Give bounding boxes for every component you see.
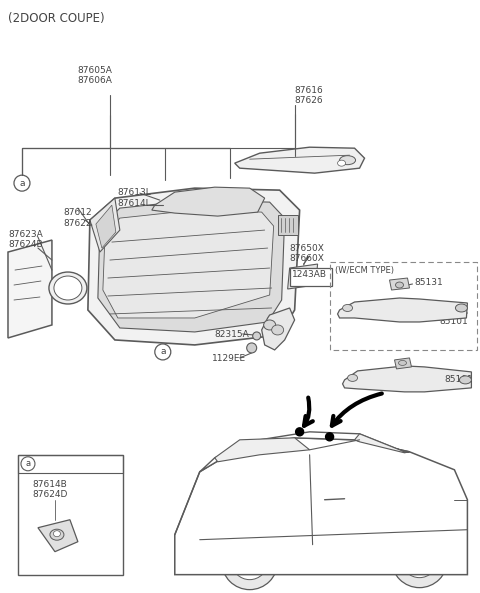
Ellipse shape bbox=[348, 374, 358, 381]
Ellipse shape bbox=[53, 531, 60, 537]
Ellipse shape bbox=[396, 282, 404, 288]
Polygon shape bbox=[103, 210, 274, 318]
Text: 87616
87626: 87616 87626 bbox=[295, 86, 324, 105]
Circle shape bbox=[401, 541, 437, 578]
Text: 85101: 85101 bbox=[444, 375, 473, 384]
Polygon shape bbox=[175, 438, 468, 575]
Text: 85101: 85101 bbox=[440, 317, 468, 326]
Polygon shape bbox=[88, 188, 300, 345]
Ellipse shape bbox=[456, 304, 468, 312]
Ellipse shape bbox=[200, 470, 216, 480]
Polygon shape bbox=[8, 240, 52, 338]
Circle shape bbox=[247, 343, 257, 353]
Ellipse shape bbox=[459, 376, 471, 384]
Polygon shape bbox=[38, 519, 78, 551]
Ellipse shape bbox=[272, 325, 284, 335]
Ellipse shape bbox=[434, 483, 448, 493]
Polygon shape bbox=[235, 147, 364, 173]
Polygon shape bbox=[98, 200, 285, 332]
Polygon shape bbox=[96, 205, 116, 248]
Ellipse shape bbox=[398, 361, 407, 365]
Ellipse shape bbox=[339, 156, 356, 165]
Text: 87605A
87606A: 87605A 87606A bbox=[77, 66, 112, 85]
Ellipse shape bbox=[50, 529, 64, 540]
Polygon shape bbox=[337, 298, 468, 322]
Bar bbox=[18, 455, 123, 473]
Text: 1243AB: 1243AB bbox=[292, 270, 326, 279]
Bar bbox=[289, 268, 332, 286]
Bar bbox=[18, 455, 123, 575]
Text: 87613L
87614L: 87613L 87614L bbox=[118, 188, 152, 208]
Text: (W/ECM TYPE): (W/ECM TYPE) bbox=[335, 266, 394, 275]
Polygon shape bbox=[395, 358, 411, 369]
Ellipse shape bbox=[424, 479, 434, 485]
Polygon shape bbox=[277, 215, 298, 235]
Ellipse shape bbox=[343, 304, 352, 311]
Polygon shape bbox=[389, 278, 409, 290]
Polygon shape bbox=[152, 187, 264, 216]
Text: 82315A: 82315A bbox=[215, 330, 250, 339]
Polygon shape bbox=[215, 438, 310, 462]
Circle shape bbox=[296, 428, 304, 436]
Ellipse shape bbox=[337, 160, 346, 166]
Polygon shape bbox=[355, 434, 409, 453]
Text: (2DOOR COUPE): (2DOOR COUPE) bbox=[8, 12, 105, 25]
Text: 85131: 85131 bbox=[415, 278, 443, 287]
Polygon shape bbox=[262, 308, 295, 350]
Text: 87650X
87660X: 87650X 87660X bbox=[289, 244, 324, 263]
Text: a: a bbox=[25, 460, 31, 468]
Text: a: a bbox=[19, 178, 25, 187]
Circle shape bbox=[222, 534, 277, 589]
Polygon shape bbox=[343, 366, 471, 392]
Circle shape bbox=[252, 332, 261, 340]
Ellipse shape bbox=[450, 483, 460, 497]
Text: 87612
87622: 87612 87622 bbox=[63, 208, 92, 228]
Circle shape bbox=[392, 532, 447, 588]
Text: 1129EE: 1129EE bbox=[212, 354, 246, 363]
Bar bbox=[330, 262, 478, 350]
Text: 87623A
87624B: 87623A 87624B bbox=[8, 230, 43, 250]
Text: 87614B
87624D: 87614B 87624D bbox=[32, 480, 67, 499]
Ellipse shape bbox=[298, 273, 310, 282]
Polygon shape bbox=[288, 264, 318, 289]
Circle shape bbox=[232, 544, 268, 579]
Ellipse shape bbox=[54, 276, 82, 300]
Polygon shape bbox=[200, 432, 409, 472]
Polygon shape bbox=[90, 198, 120, 252]
Ellipse shape bbox=[49, 272, 87, 304]
Ellipse shape bbox=[264, 320, 276, 330]
Text: a: a bbox=[160, 347, 166, 356]
Circle shape bbox=[325, 433, 334, 441]
